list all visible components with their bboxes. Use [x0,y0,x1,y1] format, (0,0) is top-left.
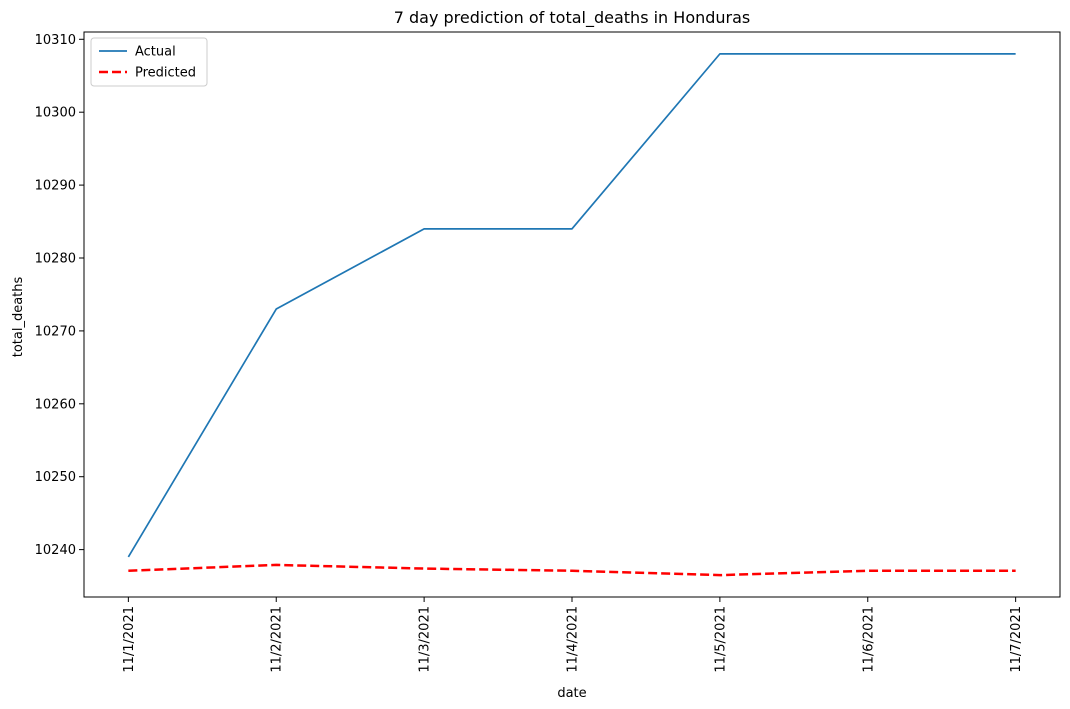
y-tick-label: 10300 [35,106,76,121]
y-tick-label: 10240 [35,543,76,558]
chart-title: 7 day prediction of total_deaths in Hond… [394,8,751,28]
legend-label-actual: Actual [135,45,176,60]
y-tick-label: 10270 [35,324,76,339]
y-tick-label: 10290 [35,179,76,194]
y-tick-label: 10250 [35,470,76,485]
x-tick-label: 11/4/2021 [566,606,581,673]
x-tick-label: 11/2/2021 [270,606,285,673]
x-tick-label: 11/5/2021 [713,606,728,673]
x-tick-label: 11/7/2021 [1009,606,1024,673]
y-tick-label: 10310 [35,33,76,48]
series-line-actual [127,53,1016,558]
x-tick-label: 11/1/2021 [122,606,137,673]
legend: Actual Predicted [90,37,208,87]
y-tick-label: 10280 [35,252,76,267]
y-axis-label: total_deaths [11,277,26,358]
legend-box [90,37,208,87]
series-line-predicted [128,563,1016,577]
plot-area: 10240 10250 10260 10270 10280 10290 10300 10310… [35,31,1061,673]
x-tick-label: 11/6/2021 [861,606,876,673]
y-tick-label: 10260 [35,397,76,412]
legend-label-predicted: Predicted [135,66,196,81]
x-tick-label: 11/3/2021 [418,606,433,673]
x-axis-label: date [557,686,586,701]
